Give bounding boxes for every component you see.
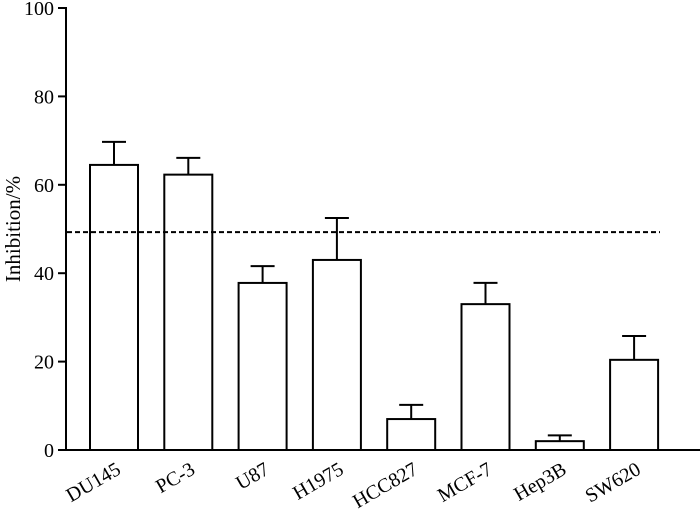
- y-tick-label: 40: [34, 263, 54, 285]
- x-tick-label: HCC827: [349, 458, 422, 513]
- x-tick-label: DU145: [62, 458, 124, 506]
- y-tick-label: 0: [44, 440, 54, 462]
- bar: [163, 173, 214, 451]
- x-tick-label: MCF-7: [434, 458, 496, 507]
- x-tick-label: SW620: [582, 458, 645, 507]
- y-axis-title: Inhibition/%: [1, 176, 25, 282]
- error-bars: [102, 140, 647, 442]
- bar: [311, 258, 362, 451]
- bar: [534, 440, 585, 452]
- bar: [460, 303, 511, 452]
- bar: [89, 163, 139, 451]
- bar: [237, 281, 288, 452]
- x-tick-label: Hep3B: [510, 458, 570, 505]
- bar: [386, 418, 437, 451]
- y-tick-label: 20: [34, 352, 54, 374]
- y-axis-ticks: 0 20 40 60 80 100: [24, 0, 66, 462]
- x-tick-label: U87: [232, 458, 273, 494]
- bar: [609, 358, 660, 451]
- x-tick-label: H1975: [289, 458, 347, 504]
- y-tick-label: 80: [34, 86, 54, 108]
- y-tick-label: 60: [34, 175, 54, 197]
- x-tick-label: PC-3: [152, 458, 199, 498]
- bars: [89, 163, 660, 452]
- y-tick-label: 100: [24, 0, 54, 20]
- x-axis-labels: DU145 PC-3 U87 H1975 HCC827 MCF-7 Hep3B SW620: [62, 458, 644, 513]
